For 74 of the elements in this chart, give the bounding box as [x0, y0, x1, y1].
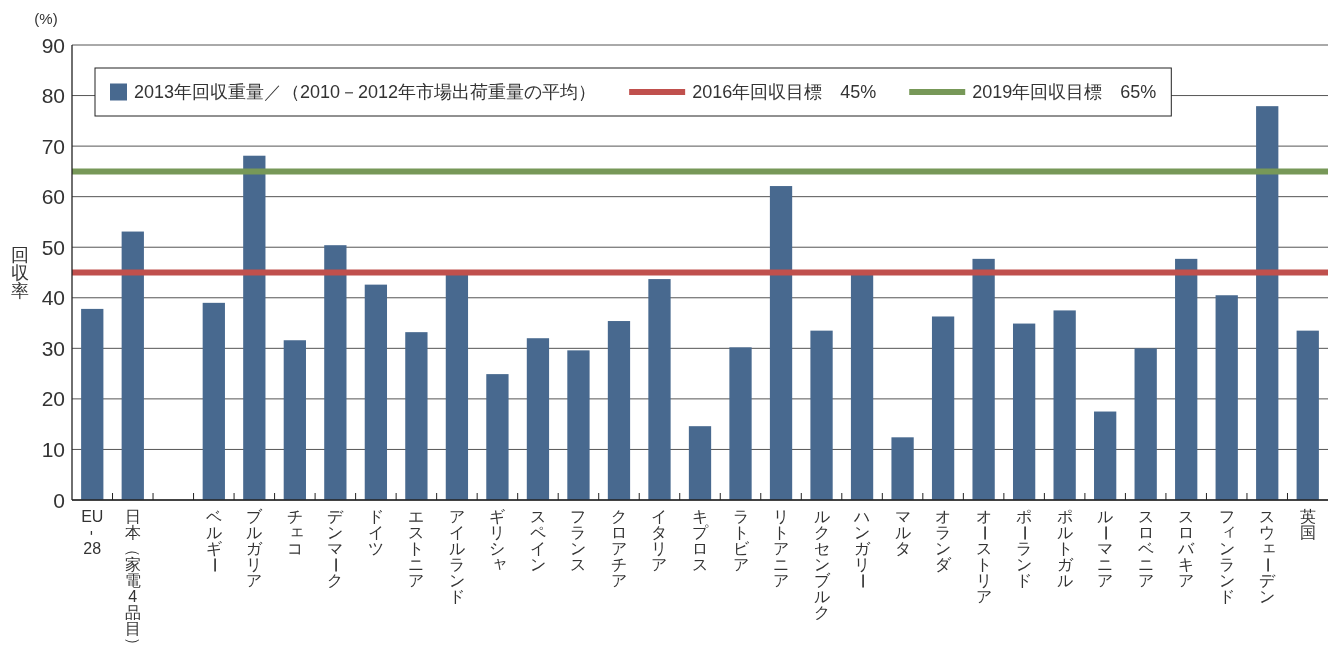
bar [1215, 295, 1238, 500]
x-tick-label: チェコ [286, 508, 306, 557]
x-tick-label: ギリシャ [489, 508, 508, 571]
y-tick-label: 20 [41, 387, 65, 411]
x-tick-label: ルーマニア [1097, 508, 1115, 589]
bar [1053, 310, 1076, 500]
x-tick-label: ベルギー [205, 508, 223, 573]
bar [688, 426, 712, 500]
x-tick-label: マルタ [894, 508, 911, 557]
bar [283, 340, 306, 500]
x-tick-label: フィンランド [1218, 508, 1237, 605]
y-tick-label: 50 [41, 235, 65, 259]
x-tick-label: イタリア [651, 508, 668, 573]
bar [972, 258, 995, 500]
x-tick-label: ハンガリー [854, 508, 872, 589]
x-tick-label: キプロス [692, 508, 708, 573]
bar [1012, 323, 1036, 500]
x-tick-label: スペイン [529, 508, 546, 573]
bar [202, 302, 225, 500]
bar [648, 279, 671, 500]
bar [324, 245, 347, 500]
y-tick-label: 70 [41, 134, 65, 158]
x-tick-label: スロバキア [1178, 508, 1195, 589]
bar [1175, 258, 1198, 500]
bar [769, 186, 793, 500]
bar [121, 231, 144, 500]
x-tick-label: スウェーデン [1259, 508, 1278, 605]
bar [526, 338, 550, 500]
x-tick-label: リトアニア [773, 508, 790, 589]
legend-label: 2013年回収重量／（2010－2012年市場出荷重量の平均） [134, 82, 597, 102]
bar [931, 316, 955, 500]
bar [486, 374, 509, 500]
y-tick-label: 40 [41, 286, 65, 310]
x-tick-label: ブルガリア [246, 508, 263, 589]
bar [1296, 330, 1319, 500]
bar [81, 308, 104, 500]
legend-label: 2016年回収目標 45% [692, 82, 877, 102]
x-tick-label: 英国 [1299, 508, 1316, 541]
bar [1256, 106, 1279, 500]
y-axis-title: 回収率 [11, 244, 29, 301]
bar [810, 330, 833, 500]
x-tick-label: ポルトガル [1056, 508, 1073, 589]
text: (%) [34, 9, 58, 27]
bar [567, 350, 590, 500]
bar [607, 321, 631, 500]
x-tick-label: フランス [570, 508, 587, 573]
x-tick-label: アイルランド [448, 508, 465, 605]
x-tick-label: デンマーク [327, 508, 345, 589]
x-tick-label: ポーランド [1016, 508, 1034, 589]
category-label: 日本（家電4品目） [124, 508, 142, 653]
bar [405, 332, 428, 500]
y-tick-label: 60 [41, 185, 65, 209]
bar [364, 284, 388, 500]
bar [891, 437, 914, 500]
bar [850, 274, 874, 500]
y-tick-label: 30 [41, 336, 65, 360]
bar [729, 347, 752, 500]
x-tick-label: EU-28 [81, 508, 104, 557]
legend-label: 2019年回収目標 65% [972, 82, 1157, 102]
x-tick-label: オランダ [935, 508, 952, 573]
y-tick-label: 90 [41, 33, 65, 57]
y-tick-label: 0 [53, 488, 65, 512]
x-tick-label: ドイツ [367, 508, 384, 557]
x-tick-label: スロベニア [1137, 508, 1154, 589]
bar [243, 155, 266, 500]
y-tick-label: 80 [41, 84, 65, 108]
bar [1094, 411, 1117, 500]
x-tick-label: クロアチア [610, 508, 627, 589]
bar [1134, 348, 1157, 500]
x-tick-label: ラトビア [732, 508, 749, 573]
x-tick-label: オーストリア [975, 508, 993, 605]
x-tick-label: エストニア [408, 508, 425, 589]
x-tick-label: ルクセンブルク [813, 508, 830, 621]
y-tick-label: 10 [41, 437, 65, 461]
